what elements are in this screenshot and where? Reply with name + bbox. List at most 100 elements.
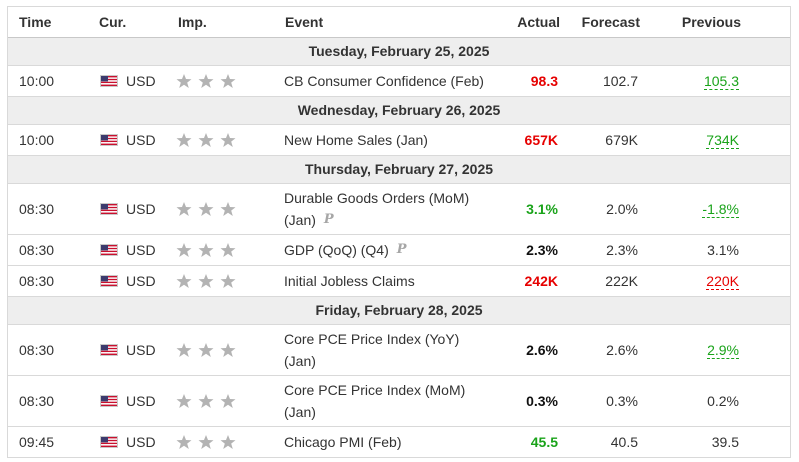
header-importance[interactable]: Imp. [178, 14, 207, 30]
event-time: 10:00 [19, 73, 55, 89]
forecast-value: 2.0% [606, 201, 638, 217]
forecast-value: 40.5 [610, 434, 638, 450]
event-name-line1: Core PCE Price Index (MoM) [284, 382, 466, 398]
actual-value: 2.3% [526, 242, 558, 258]
star-icon [220, 343, 236, 357]
event-row[interactable]: 10:00 USD CB Consumer Confidence (Feb) 98.3… [8, 66, 790, 97]
event-time: 08:30 [19, 242, 55, 258]
previous-value[interactable]: -1.8% [702, 201, 739, 218]
previous-value-cell: -1.8% [702, 201, 739, 218]
table-body: Tuesday, February 25, 2025 10:00 USD CB Con… [8, 38, 790, 457]
event-name-cell[interactable]: Durable Goods Orders (MoM) (Jan) P [284, 187, 484, 231]
previous-value: 0.2% [707, 393, 739, 409]
event-name-cell[interactable]: GDP (QoQ) (Q4) P [284, 239, 484, 261]
header-actual[interactable]: Actual [517, 14, 560, 30]
currency: USD [126, 273, 156, 289]
economic-calendar-table: Time Cur. Imp. Event Actual Forecast Pre… [7, 6, 791, 458]
star-icon [176, 202, 192, 216]
preliminary-p-icon[interactable]: P [323, 212, 334, 227]
star-icon [220, 74, 236, 88]
event-row[interactable]: 10:00 USD New Home Sales (Jan) 657K 679K 734K [8, 125, 790, 156]
star-icon [198, 343, 214, 357]
event-time: 09:45 [19, 434, 55, 450]
event-name: Chicago PMI (Feb) [284, 434, 402, 450]
actual-value: 0.3% [526, 393, 558, 409]
star-icon [198, 243, 214, 257]
star-icon [176, 343, 192, 357]
us-flag-icon [100, 203, 118, 215]
importance-stars [176, 434, 236, 450]
forecast-value: 0.3% [606, 393, 638, 409]
header-previous[interactable]: Previous [681, 14, 741, 30]
previous-value-cell: 105.3 [703, 73, 739, 90]
event-name-cell[interactable]: CB Consumer Confidence (Feb) [284, 70, 484, 92]
actual-value: 242K [524, 273, 558, 289]
event-name-cell[interactable]: Chicago PMI (Feb) [284, 431, 484, 453]
star-icon [176, 74, 192, 88]
us-flag-icon [100, 395, 118, 407]
event-row[interactable]: 08:30 USD Initial Jobless Claims 242K 222K 22… [8, 266, 790, 297]
star-icon [220, 274, 236, 288]
us-flag-icon [100, 436, 118, 448]
forecast-value: 222K [605, 273, 638, 289]
us-flag-icon [100, 244, 118, 256]
event-time: 08:30 [19, 201, 55, 217]
event-name-line1: Core PCE Price Index (YoY) [284, 331, 460, 347]
header-time[interactable]: Time [19, 14, 52, 30]
star-icon [220, 394, 236, 408]
previous-value-cell: 734K [706, 132, 739, 149]
date-row: Wednesday, February 26, 2025 [8, 97, 790, 125]
star-icon [176, 394, 192, 408]
star-icon [176, 274, 192, 288]
event-name: New Home Sales (Jan) [284, 132, 428, 148]
event-row[interactable]: 08:30 USD GDP (QoQ) (Q4) P 2.3% 2.3% 3.1% [8, 235, 790, 266]
forecast-value: 102.7 [602, 73, 638, 89]
event-name-line2: (Jan) [284, 404, 316, 420]
previous-value[interactable]: 734K [706, 132, 739, 149]
event-row[interactable]: 08:30 USD Core PCE Price Index (MoM) (Jan) 0… [8, 376, 790, 427]
event-name-cell[interactable]: Initial Jobless Claims [284, 270, 484, 292]
header-currency[interactable]: Cur. [99, 14, 127, 30]
currency: USD [126, 242, 156, 258]
previous-value[interactable]: 105.3 [703, 73, 739, 90]
event-time: 08:30 [19, 273, 55, 289]
previous-value-cell: 2.9% [707, 342, 739, 359]
previous-value-cell: 220K [706, 273, 739, 290]
preliminary-p-icon[interactable]: P [396, 242, 407, 257]
actual-value: 98.3 [530, 73, 558, 89]
previous-value[interactable]: 220K [706, 273, 739, 290]
star-icon [220, 133, 236, 147]
star-icon [176, 243, 192, 257]
importance-stars [176, 273, 236, 289]
star-icon [176, 133, 192, 147]
us-flag-icon [100, 134, 118, 146]
event-name-cell[interactable]: New Home Sales (Jan) [284, 129, 484, 151]
importance-stars [176, 393, 236, 409]
importance-stars [176, 242, 236, 258]
star-icon [198, 394, 214, 408]
star-icon [198, 202, 214, 216]
importance-stars [176, 342, 236, 358]
event-name-cell[interactable]: Core PCE Price Index (MoM) (Jan) [284, 379, 484, 423]
currency: USD [126, 73, 156, 89]
event-name: GDP (QoQ) (Q4) [284, 242, 389, 258]
event-time: 08:30 [19, 342, 55, 358]
previous-value-cell: 0.2% [707, 393, 739, 409]
table-header: Time Cur. Imp. Event Actual Forecast Pre… [8, 6, 790, 38]
header-event[interactable]: Event [285, 14, 324, 30]
header-forecast[interactable]: Forecast [581, 14, 640, 30]
event-name-cell[interactable]: Core PCE Price Index (YoY) (Jan) [284, 328, 484, 372]
event-row[interactable]: 08:30 USD Durable Goods Orders (MoM) (Jan) P… [8, 184, 790, 235]
currency: USD [126, 434, 156, 450]
forecast-value: 2.3% [606, 242, 638, 258]
date-row: Tuesday, February 25, 2025 [8, 38, 790, 66]
actual-value: 45.5 [530, 434, 558, 450]
previous-value[interactable]: 2.9% [707, 342, 739, 359]
event-time: 08:30 [19, 393, 55, 409]
event-time: 10:00 [19, 132, 55, 148]
previous-value-cell: 3.1% [707, 242, 739, 258]
currency: USD [126, 393, 156, 409]
event-row[interactable]: 09:45 USD Chicago PMI (Feb) 45.5 40.5 39.5 [8, 427, 790, 457]
star-icon [220, 243, 236, 257]
event-row[interactable]: 08:30 USD Core PCE Price Index (YoY) (Jan) 2… [8, 325, 790, 376]
